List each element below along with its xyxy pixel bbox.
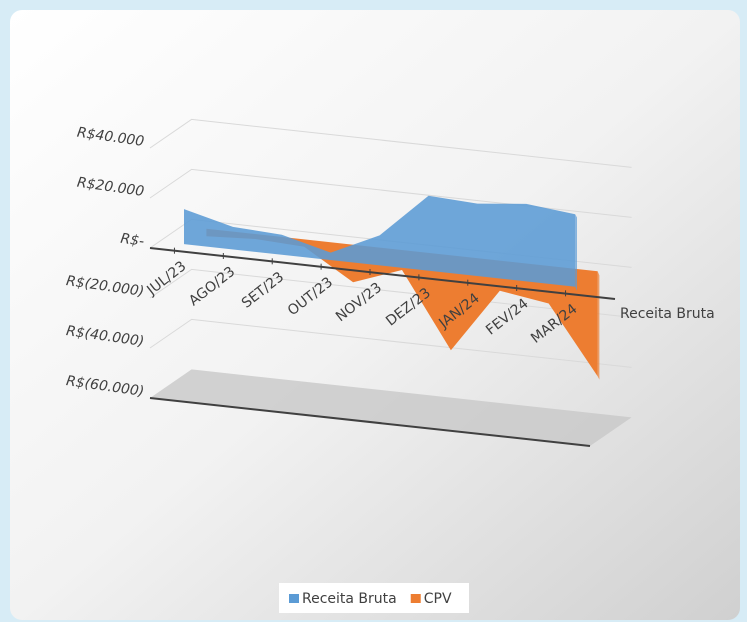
- legend-swatch: [410, 594, 421, 603]
- legend-box: [279, 583, 469, 613]
- area-side: [597, 271, 600, 380]
- chart-panel: [10, 10, 740, 620]
- legend: Receita Bruta CPV: [279, 583, 469, 613]
- area-side: [575, 214, 577, 291]
- y-tick-label: R$-: [119, 231, 145, 250]
- legend-swatch: [289, 594, 299, 603]
- area: [184, 195, 576, 287]
- legend-label: Receita Bruta: [302, 591, 397, 607]
- grid-line: [149, 318, 632, 368]
- legend-label: CPV: [424, 591, 452, 607]
- grid-line: [149, 168, 632, 218]
- x-axis: [149, 247, 616, 300]
- grid-line: [149, 118, 632, 168]
- floor-edge: [149, 397, 591, 447]
- floor: [150, 369, 632, 446]
- depth-axis-label: Receita Bruta: [620, 306, 715, 322]
